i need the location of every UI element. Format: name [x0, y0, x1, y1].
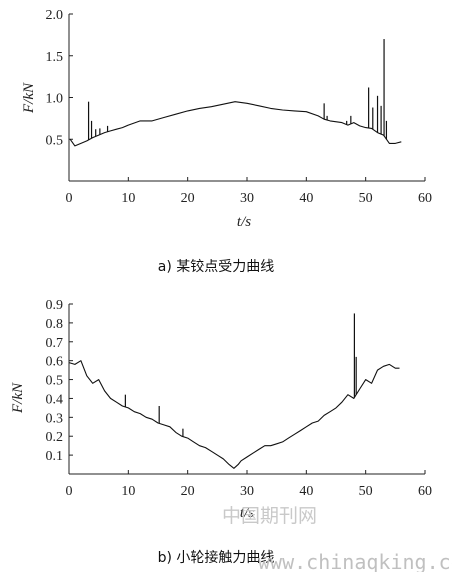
chart-b-series	[68, 313, 400, 469]
chart-b-y-tick-label: 0.1	[46, 449, 64, 464]
chart-a-y-tick-label: 1.0	[46, 92, 64, 107]
chart-b-y-tick-label: 0.5	[46, 374, 64, 389]
chart-a-caption: a) 某铰点受力曲线	[158, 259, 275, 275]
chart-b-x-tick-label: 0	[66, 484, 73, 499]
chart-b-y-tick-label: 0.6	[46, 355, 64, 370]
chart-b-y-tick-label: 0.9	[46, 298, 64, 313]
chart-b-x-tick-label: 10	[121, 484, 135, 499]
chart-a-y-tick-label: 1.5	[46, 50, 64, 65]
chart-b-x-tick-label: 60	[418, 484, 432, 499]
chart-b-y-tick-label: 0.2	[46, 430, 64, 445]
chart-a-x-tick-label: 60	[418, 191, 432, 206]
chart-b-x-tick-label: 20	[181, 484, 195, 499]
chart-a-x-tick-label: 30	[240, 191, 254, 206]
chart-b-caption: b) 小轮接触力曲线	[158, 549, 275, 566]
chart-a-ylabel: F/kN	[21, 82, 37, 114]
chart-a-x-tick-label: 0	[66, 191, 73, 206]
chart-b-y-tick-label: 0.8	[46, 317, 64, 332]
chart-b-y-tick-label: 0.3	[46, 411, 64, 426]
chart-a-series-line	[69, 101, 402, 147]
chart-b-series-line	[68, 360, 400, 469]
chart-a-x-tick-label: 40	[299, 191, 313, 206]
chart-a-x-tick-label: 50	[359, 191, 373, 206]
chart-a-x-tick-label: 20	[181, 191, 195, 206]
chart-a-tick-labels: 0 10 20 30 40 50 60 0.5 1.0 1.5 2.0	[46, 8, 433, 206]
chart-a-xlabel: t/s	[237, 214, 251, 230]
watermark-url: www.chinaqking.com	[258, 550, 452, 572]
chart-b-ylabel: F/kN	[10, 382, 26, 414]
watermark-cn: 中国期刊网	[222, 505, 317, 527]
chart-b-y-tick-label: 0.7	[46, 336, 64, 351]
chart-b-xlabel: t/s	[240, 505, 254, 521]
chart-a-x-tick-label: 10	[121, 191, 135, 206]
chart-b-axes	[68, 303, 426, 475]
chart-b-x-tick-label: 30	[240, 484, 254, 499]
chart-b-x-tick-label: 50	[359, 484, 373, 499]
chart-a-series	[69, 39, 402, 147]
chart-a-y-tick-label: 2.0	[46, 8, 64, 23]
chart-a-axes	[68, 13, 426, 182]
chart-b-x-tick-label: 40	[299, 484, 313, 499]
chart-b: 0 10 20 30 40 50 60 0.1 0.2 0.3 0.4 0.5 0.6 0.7 0.8 0.9…	[10, 298, 432, 566]
chart-b-y-tick-label: 0.4	[46, 392, 64, 407]
chart-b-tick-labels: 0 10 20 30 40 50 60 0.1 0.2 0.3 0.4 0.5 0.6 0.7 0.8 0.9	[46, 298, 433, 499]
chart-a: 0 10 20 30 40 50 60 0.5 1.0 1.5 2.0 F/kN t/s a) 某铰…	[21, 8, 432, 275]
chart-a-y-tick-label: 0.5	[46, 133, 64, 148]
